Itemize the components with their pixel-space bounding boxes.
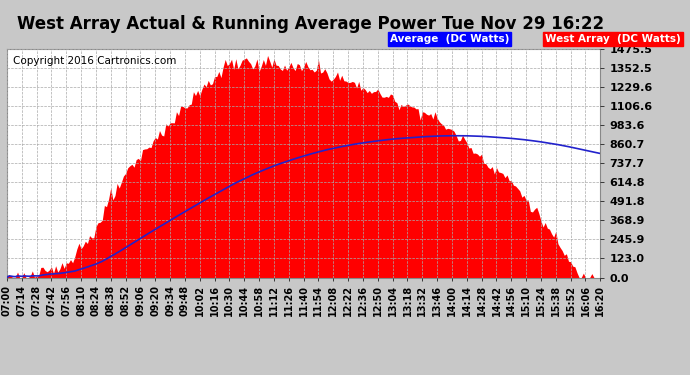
Text: Copyright 2016 Cartronics.com: Copyright 2016 Cartronics.com bbox=[13, 56, 176, 66]
Text: West Array Actual & Running Average Power Tue Nov 29 16:22: West Array Actual & Running Average Powe… bbox=[17, 15, 604, 33]
Text: West Array  (DC Watts): West Array (DC Watts) bbox=[545, 34, 681, 44]
Text: Average  (DC Watts): Average (DC Watts) bbox=[390, 34, 509, 44]
